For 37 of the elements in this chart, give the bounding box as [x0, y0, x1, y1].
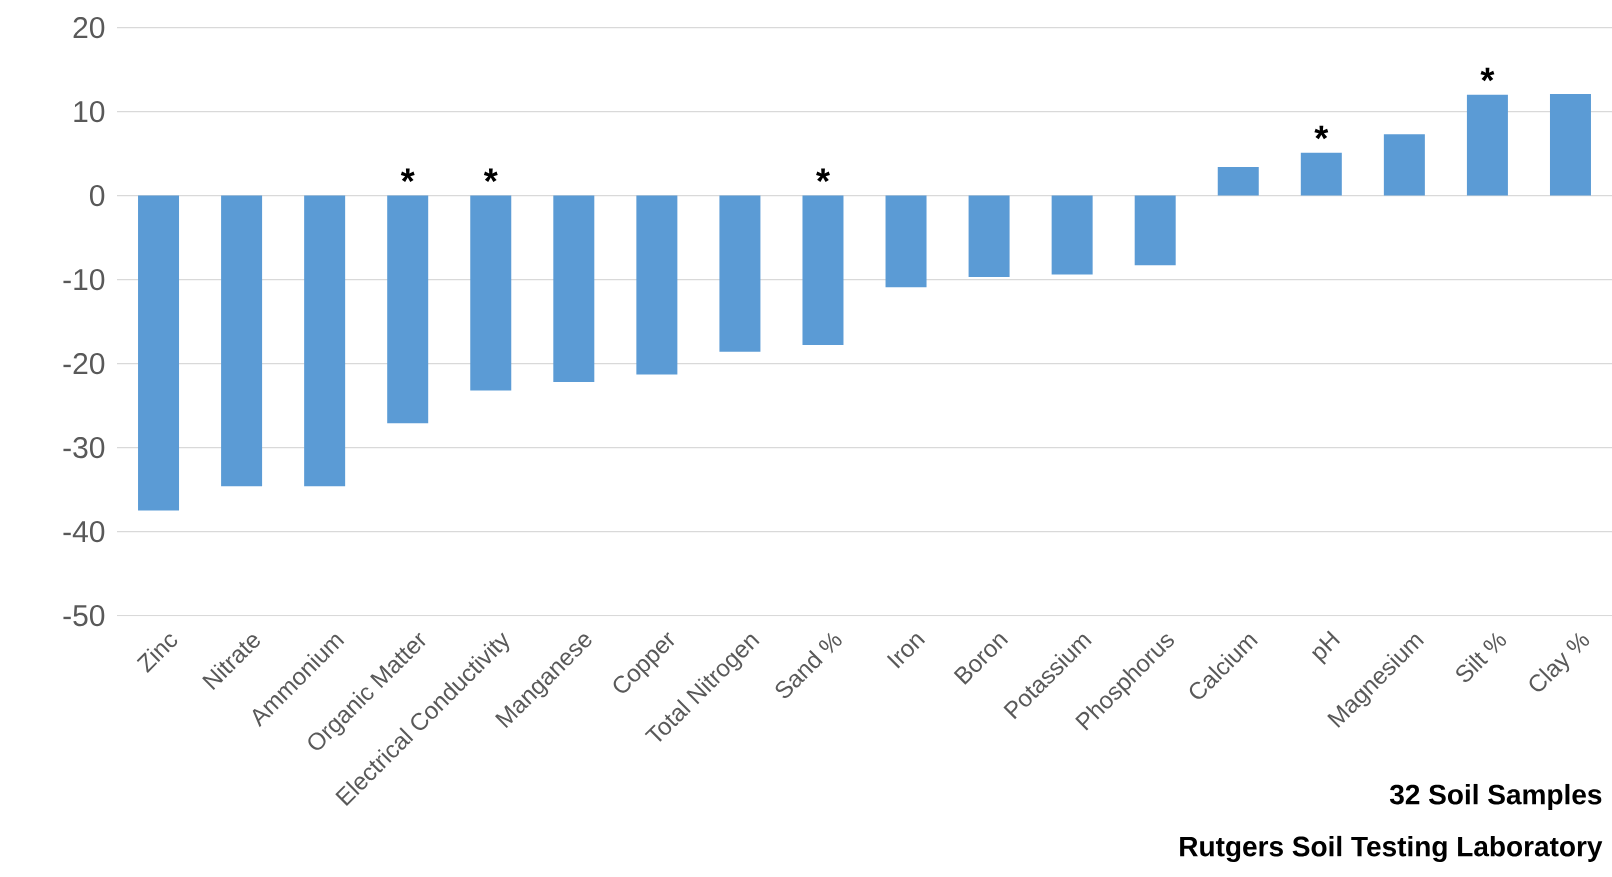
bar — [1549, 93, 1591, 196]
y-tick-label: -10 — [63, 268, 105, 291]
bar — [1466, 94, 1508, 196]
y-tick-label: -50 — [63, 604, 105, 627]
x-tick-label: Zinc — [136, 634, 178, 673]
bar — [387, 195, 429, 424]
bar — [1134, 195, 1176, 266]
y-tick-label: 20 — [73, 16, 105, 39]
text: Rutgers Soil Testing Laboratory — [1180, 835, 1603, 863]
bar — [304, 195, 346, 487]
bar — [1217, 167, 1259, 196]
text: 32 Soil Samples — [1389, 783, 1602, 811]
bar — [636, 195, 678, 375]
y-tick-label: 10 — [74, 100, 105, 123]
x-tick-label: Clay % — [1529, 632, 1590, 692]
bar — [138, 195, 180, 511]
annotation: * — [1314, 125, 1329, 140]
bar — [719, 195, 761, 352]
x-tick-label: Silt % — [1456, 632, 1507, 682]
bar — [553, 195, 595, 383]
annotation: * — [400, 168, 415, 183]
bar — [1300, 152, 1342, 196]
bar — [885, 195, 927, 288]
y-tick-label: -20 — [63, 352, 105, 375]
bar — [470, 195, 512, 391]
bar — [1383, 134, 1425, 196]
bar — [1051, 195, 1093, 275]
y-tick-label: 0 — [89, 184, 105, 207]
x-tick-label: Iron — [886, 634, 926, 669]
annotation: * — [816, 168, 830, 183]
bar — [802, 195, 844, 346]
annotation: * — [1480, 67, 1495, 82]
bar — [221, 195, 263, 487]
annotation: * — [483, 168, 498, 183]
y-tick-label: -30 — [63, 436, 105, 459]
bar — [968, 195, 1010, 278]
y-tick-label: -40 — [63, 520, 105, 543]
